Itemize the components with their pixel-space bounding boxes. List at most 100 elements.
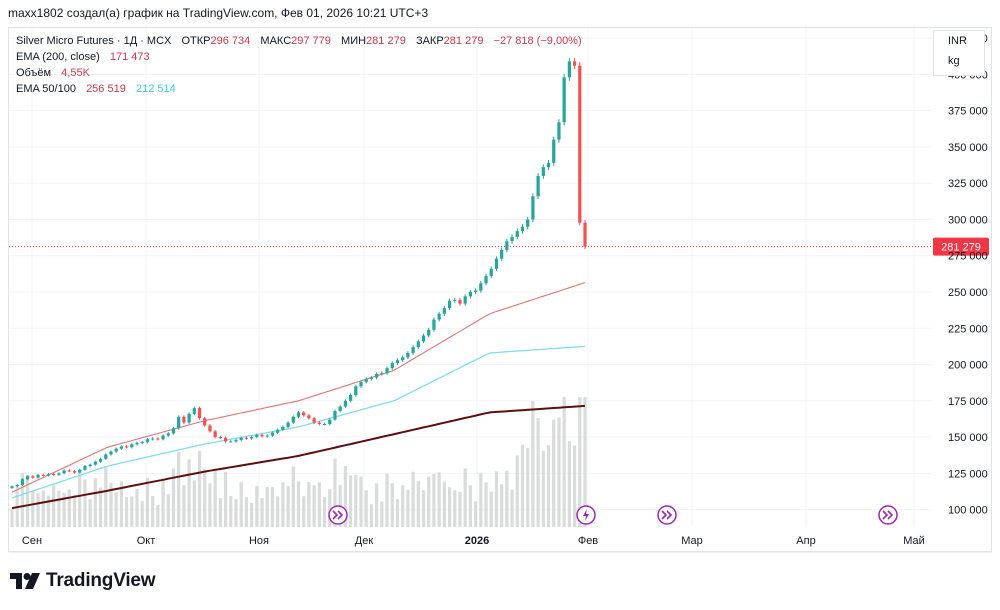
close-value: 281 279	[443, 35, 484, 47]
volume-bar	[494, 471, 499, 527]
volume-bar	[484, 482, 488, 527]
candle-body	[411, 347, 415, 353]
candle-body	[489, 268, 493, 277]
candle-body	[203, 418, 207, 426]
candle-body	[494, 258, 499, 269]
low-value: 281 279	[366, 35, 406, 47]
candle-body	[52, 474, 56, 476]
candle-body	[78, 469, 82, 473]
candle-body	[510, 236, 514, 242]
chart-caption: maxx1802 создал(а) график на TradingView…	[8, 6, 429, 20]
volume-bar	[333, 458, 337, 527]
candle-body	[119, 446, 124, 449]
volume-bar	[171, 468, 176, 527]
candle-body	[171, 428, 176, 434]
volume-bar	[109, 482, 113, 527]
volume-bar	[218, 498, 222, 527]
candle-body	[270, 432, 275, 436]
candle-body	[93, 461, 97, 465]
volume-bar	[83, 479, 87, 527]
candle-body	[385, 368, 389, 374]
candle-body	[72, 471, 77, 473]
volume-bar	[364, 490, 368, 527]
ema-lines	[11, 281, 586, 510]
volume-bar	[166, 494, 170, 527]
volume-bar	[328, 489, 332, 527]
volume-bar	[213, 468, 217, 527]
candle-body	[328, 419, 332, 425]
candle-body	[473, 290, 478, 293]
candle-body	[567, 61, 571, 78]
legend-row-ema50-100[interactable]: EMA 50/100 256 519 212 514	[16, 81, 582, 97]
y-tick-label: 325 000	[948, 178, 988, 190]
y-tick-label: 250 000	[948, 287, 988, 299]
volume-bar	[500, 484, 504, 527]
x-tick-label: Апр	[796, 535, 815, 547]
candle-body	[312, 418, 316, 423]
volume-bar	[98, 487, 103, 527]
high-label: МАКС	[260, 35, 292, 47]
candle-body	[15, 484, 19, 487]
candle-body	[265, 435, 269, 437]
event-marker-forward-icon[interactable]	[878, 505, 898, 525]
candle-body	[541, 167, 545, 176]
symbol-name[interactable]: Silver Micro Futures · 1Д · MCX	[16, 35, 172, 47]
volume-bar	[562, 397, 566, 527]
candle-body	[104, 454, 108, 459]
event-marker-forward-icon[interactable]	[657, 505, 677, 525]
candle-body	[161, 435, 165, 440]
volume-bar	[260, 498, 264, 527]
currency-label[interactable]: INR	[948, 35, 967, 47]
candle-body	[578, 65, 582, 223]
x-tick-label: Дек	[355, 535, 374, 547]
unit-label[interactable]: kg	[948, 55, 960, 67]
candle-body	[20, 479, 25, 485]
volume-bar	[302, 496, 306, 527]
volume-bar	[583, 397, 587, 527]
candle-body	[531, 196, 535, 220]
tradingview-logo[interactable]: TradingView	[10, 570, 156, 592]
candle-body	[348, 394, 353, 401]
candle-body	[437, 313, 441, 320]
volume-bar	[416, 481, 420, 527]
last-price-line: 281 279	[9, 237, 989, 256]
candle-body	[416, 341, 420, 348]
currency-unit-selector[interactable]: INR kg	[933, 30, 985, 76]
candle-body	[390, 363, 394, 369]
candle-body	[140, 442, 144, 444]
candle-body	[276, 429, 280, 433]
last-price-label: 281 279	[941, 242, 981, 254]
candle-body	[479, 283, 483, 291]
event-marker-forward-icon[interactable]	[328, 505, 348, 525]
volume-bar	[151, 495, 155, 527]
candle-body	[442, 307, 446, 314]
candle-body	[244, 437, 249, 439]
volume-label: Объём	[16, 67, 52, 79]
volume-bar	[276, 496, 280, 527]
candle-body	[286, 422, 290, 427]
candle-body	[83, 466, 87, 470]
volume-bar	[296, 481, 301, 527]
legend-row-volume[interactable]: Объём 4,55K	[16, 65, 582, 81]
volume-bar	[265, 487, 269, 527]
volume-bar	[41, 490, 45, 527]
candle-body	[192, 408, 196, 414]
volume-bar	[72, 494, 77, 527]
volume-bar	[385, 473, 389, 527]
volume-bar	[463, 468, 467, 527]
volume-bar	[161, 478, 165, 527]
volume-bar	[395, 499, 400, 527]
volume-bar	[26, 475, 30, 527]
ema200-value: 171 473	[109, 51, 150, 63]
volume-bar	[270, 487, 275, 527]
event-marker-lightning-icon[interactable]	[576, 505, 596, 525]
candle-body	[583, 222, 587, 247]
legend-row-ema200[interactable]: EMA (200, close) 171 473	[16, 49, 582, 65]
volume-bar	[421, 490, 426, 527]
volume-bar	[119, 481, 124, 527]
ema50-value: 256 519	[86, 83, 126, 95]
candle-body	[302, 412, 306, 416]
volume-bar	[442, 481, 446, 527]
candle-body	[432, 319, 436, 330]
